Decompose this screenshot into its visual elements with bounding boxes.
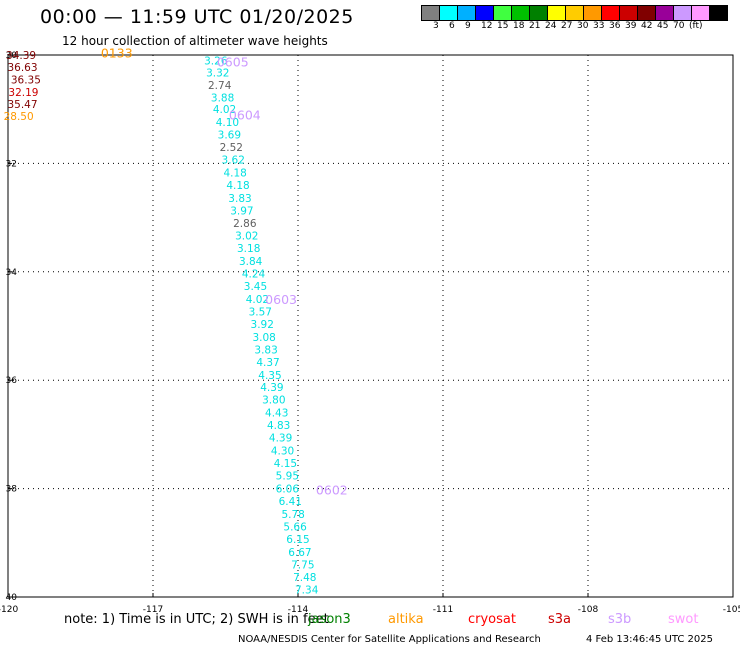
wave-height-label: 2.74: [208, 80, 232, 92]
wave-height-label: 3.18: [237, 243, 260, 255]
lat-tick-label: 30: [6, 51, 18, 61]
colorbar-label: 30: [577, 21, 589, 31]
wave-height-label: 3.80: [262, 395, 285, 407]
wave-height-label: 4.83: [267, 420, 290, 432]
map-frame: [7, 54, 734, 598]
pass-time-label: 0605: [217, 55, 249, 70]
pass-time-label: 0602: [316, 483, 348, 498]
legend-item-s3b: s3b: [608, 612, 632, 627]
lat-tick-label: 32: [6, 159, 17, 169]
colorbar-label: 27: [561, 21, 573, 31]
wave-height-label: 3.02: [235, 230, 258, 242]
wave-height-label: 4.39: [269, 433, 292, 445]
wave-height-label: 4.18: [226, 180, 249, 192]
wave-height-label: 4.02: [213, 104, 236, 116]
lat-tick-label: 40: [6, 593, 18, 603]
wave-height-label: 6.67: [288, 547, 311, 559]
legend-item-s3a: s3a: [548, 612, 572, 627]
wave-height-label: 35.47: [7, 99, 37, 111]
wave-height-label: 7.34: [295, 584, 319, 596]
wave-height-label: 3.69: [218, 130, 241, 142]
wave-height-label: 4.24: [242, 268, 266, 280]
lon-tick-label: -105: [723, 605, 740, 615]
colorbar-label: 15: [497, 21, 509, 31]
wave-height-label: 4.39: [260, 382, 283, 394]
colorbar-label: 36: [609, 21, 621, 31]
wave-height-label: 3.92: [251, 319, 274, 331]
wave-height-label: 5.66: [283, 522, 307, 534]
wave-height-label: 3.88: [211, 92, 234, 104]
wave-height-label: 3.45: [244, 281, 267, 293]
wave-height-label: 4.30: [271, 446, 294, 458]
wave-height-label: 4.43: [265, 408, 288, 420]
colorbar-label: 42: [641, 21, 653, 31]
lon-tick-label: -111: [433, 605, 453, 615]
lon-tick-label: -120: [0, 605, 18, 615]
legend-item-jason3: jason3: [308, 612, 351, 627]
colorbar-label: 18: [513, 21, 525, 31]
wave-height-label: 5.95: [276, 471, 299, 483]
wave-height-label: 6.41: [279, 496, 302, 508]
lat-tick-label: 36: [6, 376, 18, 386]
wave-height-label: 3.83: [254, 344, 277, 356]
wave-height-label: 2.86: [233, 218, 257, 230]
wave-height-label: 3.84: [239, 256, 263, 268]
lon-tick-label: -108: [578, 605, 599, 615]
wave-height-label: 3.57: [249, 306, 272, 318]
credits: NOAA/NESDIS Center for Satellite Applica…: [238, 634, 541, 645]
wave-height-label: 3.83: [228, 193, 251, 205]
wave-height-label: 4.15: [274, 458, 297, 470]
wave-height-label: 32.19: [8, 87, 38, 99]
colorbar-label: 33: [593, 21, 605, 31]
colorbar-label: 6: [449, 21, 455, 31]
wave-height-label: 34.39: [6, 50, 36, 62]
wave-height-label: 3.26: [204, 55, 228, 67]
lat-tick-label: 38: [6, 485, 18, 495]
colorbar-swatch: [709, 5, 728, 21]
timestamp: 4 Feb 13:46:45 UTC 2025: [586, 634, 713, 645]
lon-tick-label: -117: [143, 605, 163, 615]
legend-item-cryosat: cryosat: [468, 612, 516, 627]
wave-height-label: 3.97: [230, 206, 253, 218]
colorbar-label: 3: [433, 21, 439, 31]
wave-height-label: 6.15: [286, 534, 309, 546]
colorbar-label: 39: [625, 21, 637, 31]
pass-time-label: 0133: [101, 45, 133, 60]
map-subtitle: 12 hour collection of altimeter wave hei…: [62, 34, 328, 48]
colorbar-label: 12: [481, 21, 493, 31]
wave-height-label: 4.18: [223, 168, 246, 180]
wave-height-label: 36.35: [11, 74, 41, 86]
colorbar-label: 45: [657, 21, 669, 31]
wave-height-label: 7.48: [293, 572, 316, 584]
colorbar-labels: 3 6 9 12 15 18 21 24 27 30 33 36 39 42 45 70 (ft): [422, 21, 740, 33]
lat-tick-label: 34: [6, 268, 18, 278]
wave-height-label: 5.78: [281, 509, 304, 521]
wave-height-label: 3.62: [222, 155, 245, 167]
legend-item-swot: swot: [668, 612, 699, 627]
lon-tick-label: -114: [288, 605, 309, 615]
colorbar-label: 9: [465, 21, 471, 31]
pass-time-label: 0604: [229, 108, 261, 123]
map-title: 00:00 — 11:59 UTC 01/20/2025: [40, 6, 354, 28]
legend-item-altika: altika: [388, 612, 424, 627]
wave-height-label: 7.75: [291, 559, 314, 571]
footer-note: note: 1) Time is in UTC; 2) SWH is in fe…: [64, 612, 329, 627]
wave-height-label: 28.50: [4, 111, 34, 123]
colorbar-label: 24: [545, 21, 557, 31]
colorbar-label: 21: [529, 21, 541, 31]
wave-height-label: 36.63: [7, 62, 37, 74]
wave-height-label: 6.06: [276, 484, 300, 496]
colorbar: [421, 5, 728, 21]
wave-height-label: 3.32: [206, 67, 229, 79]
wave-height-label: 4.10: [216, 117, 239, 129]
wave-height-label: 4.37: [256, 357, 279, 369]
wave-height-label: 2.52: [220, 142, 243, 154]
colorbar-label: 70: [673, 21, 685, 31]
wave-height-label: 3.08: [252, 332, 275, 344]
pass-time-label: 0603: [265, 292, 297, 307]
wave-height-label: 4.02: [246, 294, 269, 306]
wave-height-label: 4.35: [258, 370, 281, 382]
colorbar-label: (ft): [689, 21, 703, 31]
